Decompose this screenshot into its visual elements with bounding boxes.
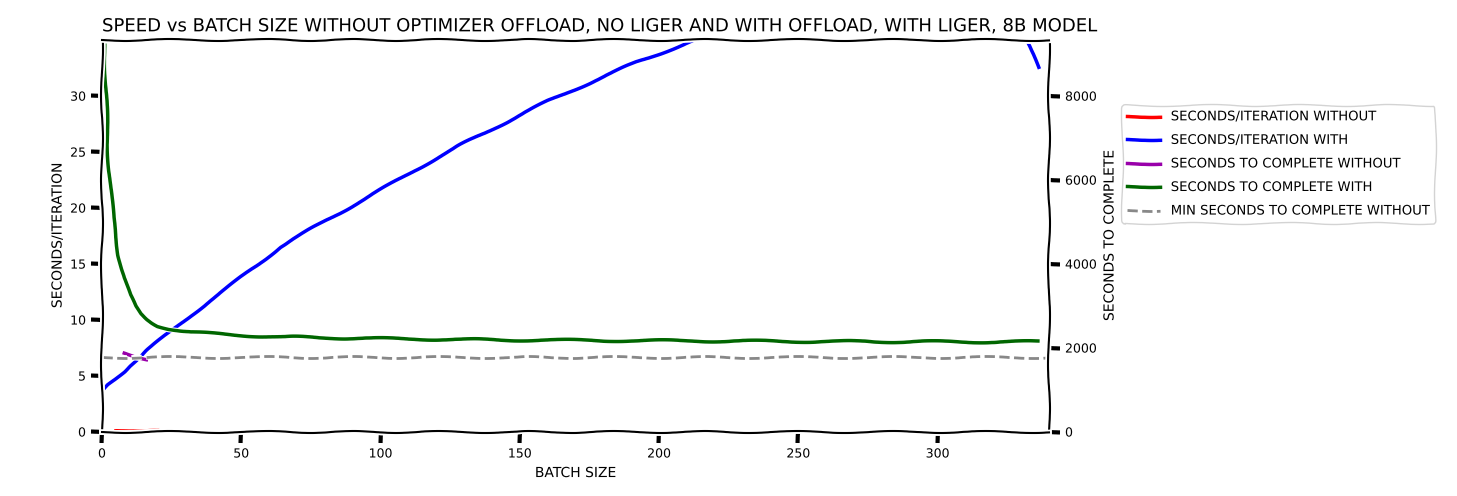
SECONDS TO COMPLETE WITH: [99, 143, 117, 149]
SECONDS TO COMPLETE WITHOUT: [138, 356, 156, 362]
SECONDS TO COMPLETE WITH: [316, 335, 334, 341]
SECONDS TO COMPLETE WITH: [96, 42, 114, 48]
SECONDS TO COMPLETE WITH: [109, 252, 127, 258]
SECONDS TO COMPLETE WITH: [450, 337, 468, 343]
Line: SECONDS/ITERATION WITHOUT: SECONDS/ITERATION WITHOUT: [117, 430, 157, 431]
SECONDS TO COMPLETE WITH: [249, 333, 267, 339]
SECONDS/ITERATION WITH: [138, 348, 156, 354]
SECONDS/ITERATION WITH: [405, 168, 423, 174]
Line: SECONDS TO COMPLETE WITH: SECONDS TO COMPLETE WITH: [105, 45, 1037, 342]
Y-axis label: SECONDS/ITERATION: SECONDS/ITERATION: [51, 163, 64, 308]
SECONDS/ITERATION WITH: [160, 330, 178, 336]
Y-axis label: SECONDS TO COMPLETE: SECONDS TO COMPLETE: [1103, 150, 1116, 321]
SECONDS/ITERATION WITHOUT: [115, 428, 133, 434]
SECONDS TO COMPLETE WITH: [127, 304, 144, 310]
SECONDS TO COMPLETE WITH: [628, 338, 645, 344]
SECONDS TO COMPLETE WITH: [172, 328, 189, 334]
SECONDS TO COMPLETE WITH: [149, 323, 166, 329]
SECONDS TO COMPLETE WITHOUT: [115, 350, 133, 356]
SECONDS TO COMPLETE WITH: [539, 337, 557, 343]
SECONDS/ITERATION WITH: [227, 279, 245, 285]
SECONDS/ITERATION WITH: [105, 377, 122, 383]
SECONDS/ITERATION WITH: [450, 143, 468, 149]
SECONDS/ITERATION WITH: [204, 295, 221, 301]
SECONDS/ITERATION WITH: [121, 363, 138, 369]
SECONDS/ITERATION WITH: [99, 381, 117, 387]
SECONDS TO COMPLETE WITH: [143, 320, 160, 326]
SECONDS TO COMPLETE WITH: [138, 316, 156, 322]
SECONDS TO COMPLETE WITH: [1029, 339, 1046, 345]
SECONDS/ITERATION WITH: [539, 98, 557, 104]
Text: SPEED vs BATCH SIZE WITHOUT OPTIMIZER OFFLOAD, NO LIGER AND WITH OFFLOAD, WITH L: SPEED vs BATCH SIZE WITHOUT OPTIMIZER OF…: [102, 17, 1093, 35]
SECONDS TO COMPLETE WITH: [133, 311, 150, 317]
SECONDS/ITERATION WITH: [127, 358, 144, 364]
SECONDS/ITERATION WITH: [115, 368, 133, 374]
Line: SECONDS/ITERATION WITH: SECONDS/ITERATION WITH: [105, 0, 1037, 388]
SECONDS/ITERATION WITH: [143, 343, 160, 349]
SECONDS/ITERATION WITH: [361, 193, 379, 199]
SECONDS TO COMPLETE WITH: [405, 336, 423, 342]
SECONDS TO COMPLETE WITH: [121, 292, 138, 298]
SECONDS TO COMPLETE WITH: [115, 275, 133, 281]
SECONDS TO COMPLETE WITH: [985, 339, 1002, 345]
SECONDS TO COMPLETE WITH: [717, 338, 734, 344]
SECONDS/ITERATION WITH: [1029, 64, 1046, 70]
SECONDS/ITERATION WITHOUT: [149, 427, 166, 433]
Legend: SECONDS/ITERATION WITHOUT, SECONDS/ITERATION WITH, SECONDS TO COMPLETE WITHOUT, : SECONDS/ITERATION WITHOUT, SECONDS/ITERA…: [1122, 105, 1435, 223]
SECONDS/ITERATION WITH: [628, 59, 645, 65]
SECONDS TO COMPLETE WITHOUT: [127, 354, 144, 360]
SECONDS/ITERATION WITH: [806, 0, 823, 3]
SECONDS/ITERATION WITH: [271, 244, 288, 250]
SECONDS/ITERATION WITH: [109, 372, 127, 378]
SECONDS/ITERATION WITH: [717, 25, 734, 31]
SECONDS/ITERATION WITHOUT: [108, 428, 125, 434]
X-axis label: BATCH SIZE: BATCH SIZE: [535, 466, 616, 480]
SECONDS/ITERATION WITH: [249, 262, 267, 268]
SECONDS TO COMPLETE WITH: [105, 214, 122, 220]
SECONDS TO COMPLETE WITH: [896, 339, 914, 345]
SECONDS TO COMPLETE WITH: [361, 336, 379, 342]
SECONDS/ITERATION WITHOUT: [127, 427, 144, 433]
SECONDS TO COMPLETE WITH: [160, 326, 178, 332]
SECONDS TO COMPLETE WITH: [271, 334, 288, 340]
SECONDS/ITERATION WITH: [133, 354, 150, 360]
SECONDS TO COMPLETE WITH: [227, 332, 245, 338]
SECONDS/ITERATION WITH: [172, 321, 189, 327]
SECONDS/ITERATION WITH: [149, 339, 166, 345]
SECONDS/ITERATION WITH: [316, 218, 334, 224]
SECONDS/ITERATION WITH: [96, 385, 114, 391]
SECONDS TO COMPLETE WITH: [182, 329, 200, 335]
Line: SECONDS TO COMPLETE WITHOUT: SECONDS TO COMPLETE WITHOUT: [124, 353, 147, 359]
SECONDS/ITERATION WITHOUT: [138, 427, 156, 433]
SECONDS TO COMPLETE WITH: [204, 331, 221, 337]
SECONDS/ITERATION WITH: [182, 312, 200, 318]
SECONDS TO COMPLETE WITH: [806, 338, 823, 344]
